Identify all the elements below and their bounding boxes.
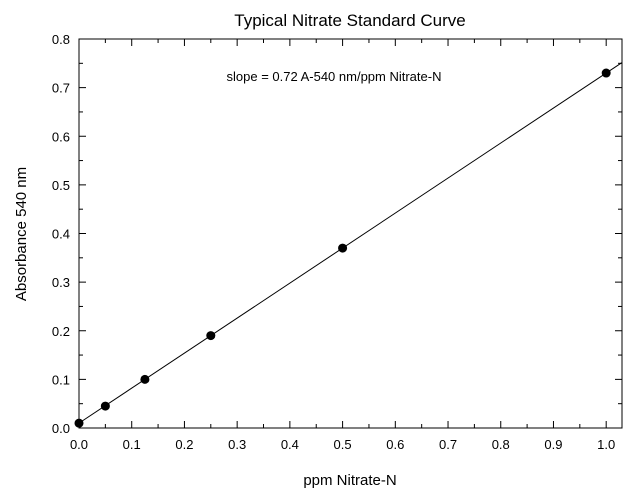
data-point — [601, 68, 611, 78]
x-axis-ticks: 0.0 0.1 0.2 0.3 0.4 0.5 0.6 0.7 0.8 0.9 1.0 — [70, 39, 615, 452]
data-point — [74, 418, 84, 428]
y-tick-label: 0.0 — [52, 421, 70, 436]
data-point — [100, 401, 110, 411]
y-axis-ticks: 0.0 0.1 0.2 0.3 0.4 0.5 0.6 0.7 0.8 — [52, 32, 622, 436]
y-tick-label: 0.5 — [52, 178, 70, 193]
x-tick-label: 0.0 — [70, 437, 88, 452]
y-tick-label: 0.1 — [52, 372, 70, 387]
y-tick-label: 0.2 — [52, 324, 70, 339]
y-tick-label: 0.6 — [52, 129, 70, 144]
x-tick-label: 1.0 — [597, 437, 615, 452]
y-tick-label: 0.8 — [52, 32, 70, 47]
data-points — [74, 68, 611, 428]
x-tick-label: 0.4 — [281, 437, 299, 452]
fit-line — [78, 62, 623, 424]
y-tick-label: 0.7 — [52, 81, 70, 96]
data-point — [140, 374, 150, 384]
x-tick-label: 0.1 — [123, 437, 141, 452]
chart-title: Typical Nitrate Standard Curve — [234, 11, 466, 30]
x-tick-label: 0.5 — [334, 437, 352, 452]
slope-annotation: slope = 0.72 A-540 nm/ppm Nitrate-N — [227, 69, 442, 84]
fit-line-group — [78, 62, 623, 424]
data-point — [206, 331, 216, 341]
x-tick-label: 0.6 — [386, 437, 404, 452]
x-tick-label: 0.9 — [544, 437, 562, 452]
y-tick-label: 0.3 — [52, 275, 70, 290]
x-tick-label: 0.8 — [492, 437, 510, 452]
x-tick-label: 0.3 — [228, 437, 246, 452]
y-axis-title: Absorbance 540 nm — [13, 167, 30, 301]
x-tick-label: 0.7 — [439, 437, 457, 452]
y-tick-label: 0.4 — [52, 227, 70, 242]
x-axis-title: ppm Nitrate-N — [303, 472, 396, 489]
plot-frame — [78, 38, 623, 429]
x-tick-label: 0.2 — [175, 437, 193, 452]
data-point — [338, 243, 348, 253]
